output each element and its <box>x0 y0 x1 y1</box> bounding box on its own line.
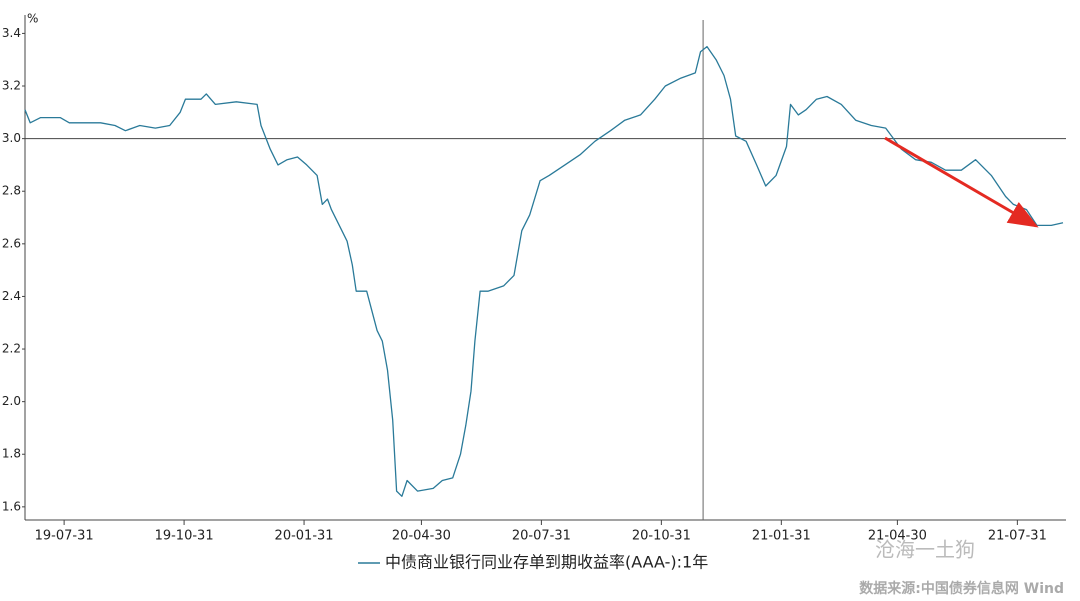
x-tick-label: 19-10-31 <box>155 529 214 544</box>
x-tick-label: 20-01-31 <box>275 529 334 544</box>
source-note: 数据来源:中国债券信息网 Wind <box>859 580 1064 597</box>
data-line <box>24 45 1064 497</box>
trend-arrow <box>884 136 1039 228</box>
x-tick-label: 20-07-31 <box>512 529 571 544</box>
legend-label: 中债商业银行同业存单到期收益率(AAA-):1年 <box>385 553 708 572</box>
y-tick-label: 1.8 <box>2 447 21 461</box>
y-tick-label: 3.4 <box>2 26 21 40</box>
y-tick-label: 2.0 <box>2 394 21 408</box>
y-tick-label: 1.6 <box>2 499 21 513</box>
x-tick-label: 21-04-30 <box>868 529 927 544</box>
watermark: 沧海一土狗 <box>875 538 975 562</box>
y-tick-label: 3.2 <box>2 79 21 93</box>
y-tick-label: 3.0 <box>2 131 21 145</box>
y-tick-label: 2.6 <box>2 236 21 250</box>
x-tick-label: 20-04-30 <box>392 529 451 544</box>
x-tick-label: 19-07-31 <box>35 529 94 544</box>
x-tick-label: 21-01-31 <box>752 529 811 544</box>
y-tick-label: 2.8 <box>2 184 21 198</box>
y-tick-label: 2.2 <box>2 342 21 356</box>
y-tick-label: 2.4 <box>2 289 21 303</box>
y-unit: % <box>27 12 38 26</box>
x-tick-label: 20-10-31 <box>632 529 691 544</box>
x-tick-label: 21-07-31 <box>988 529 1047 544</box>
